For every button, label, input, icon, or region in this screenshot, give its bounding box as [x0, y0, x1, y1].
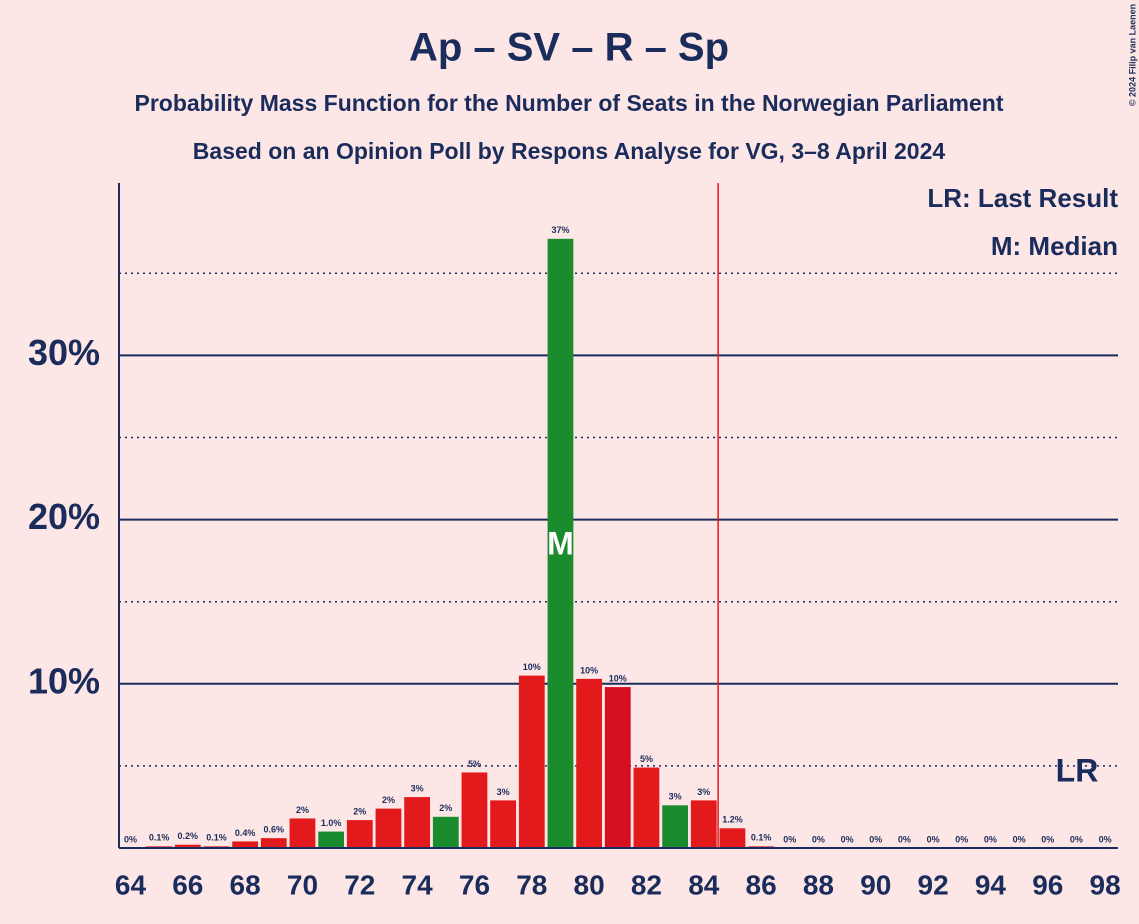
value-label: 0%	[869, 834, 882, 844]
x-tick-label: 68	[230, 869, 261, 900]
x-tick-label: 86	[746, 869, 777, 900]
x-tick-label: 90	[860, 869, 891, 900]
x-tick-label: 88	[803, 869, 834, 900]
value-label: 2%	[382, 795, 395, 805]
value-label: 0%	[898, 834, 911, 844]
copyright: © 2024 Filip van Laenen	[1127, 4, 1137, 106]
value-label: 0.6%	[264, 825, 285, 835]
value-label: 2%	[296, 805, 309, 815]
value-label: 1.0%	[321, 818, 342, 828]
bar	[404, 797, 431, 848]
value-label: 0.2%	[178, 831, 199, 841]
x-tick-label: 70	[287, 869, 318, 900]
bar	[490, 800, 517, 848]
value-label: 0.1%	[149, 833, 170, 843]
y-tick-label: 30%	[28, 332, 100, 373]
value-label: 0.1%	[751, 833, 772, 843]
chart-subtitle: Probability Mass Function for the Number…	[134, 90, 1003, 116]
last-result-label: LR	[1056, 752, 1099, 788]
bar	[547, 238, 574, 849]
x-tick-label: 96	[1032, 869, 1063, 900]
value-label: 10%	[609, 673, 627, 683]
bar	[719, 828, 746, 848]
value-label: 3%	[697, 787, 710, 797]
bar	[461, 772, 488, 848]
x-tick-label: 76	[459, 869, 490, 900]
bar	[346, 820, 373, 848]
bar	[318, 831, 345, 848]
value-label: 3%	[411, 783, 424, 793]
x-tick-label: 74	[402, 869, 434, 900]
value-label: 3%	[669, 792, 682, 802]
bar	[375, 808, 402, 848]
value-label: 2%	[353, 806, 366, 816]
bar	[576, 678, 603, 848]
value-label: 5%	[468, 759, 481, 769]
bar	[518, 675, 545, 848]
value-label: 37%	[551, 225, 569, 235]
value-label: 0%	[124, 834, 137, 844]
x-tick-label: 82	[631, 869, 662, 900]
y-tick-label: 10%	[28, 660, 100, 701]
value-label: 3%	[497, 787, 510, 797]
x-tick-label: 98	[1090, 869, 1121, 900]
chart-title: Ap – SV – R – Sp	[409, 26, 729, 70]
value-label: 0%	[1041, 834, 1054, 844]
x-tick-label: 92	[918, 869, 949, 900]
value-label: 10%	[523, 662, 541, 672]
value-label: 0.1%	[206, 833, 227, 843]
x-tick-label: 94	[975, 869, 1007, 900]
y-tick-label: 20%	[28, 496, 100, 537]
value-label: 0%	[1099, 834, 1112, 844]
value-label: 0%	[841, 834, 854, 844]
bar	[260, 838, 287, 848]
bar	[432, 816, 459, 848]
legend-entry: LR: Last Result	[927, 183, 1118, 213]
x-tick-label: 84	[688, 869, 720, 900]
bar	[690, 800, 717, 848]
value-label: 5%	[640, 754, 653, 764]
value-label: 1.2%	[722, 815, 743, 825]
value-label: 0%	[812, 834, 825, 844]
bar	[289, 818, 316, 848]
value-label: 0%	[1070, 834, 1083, 844]
bar	[232, 841, 259, 848]
value-label: 0.4%	[235, 828, 256, 838]
x-tick-label: 78	[516, 869, 547, 900]
value-label: 2%	[439, 803, 452, 813]
bar	[174, 844, 201, 848]
value-label: 0%	[955, 834, 968, 844]
median-label: M	[547, 525, 574, 561]
x-tick-label: 64	[115, 869, 147, 900]
bar	[633, 767, 660, 848]
legend-entry: M: Median	[991, 231, 1118, 261]
value-label: 0%	[783, 834, 796, 844]
x-tick-label: 72	[344, 869, 375, 900]
value-label: 0%	[1013, 834, 1026, 844]
x-tick-label: 80	[574, 869, 605, 900]
value-label: 0%	[984, 834, 997, 844]
bar	[604, 687, 631, 848]
value-label: 10%	[580, 665, 598, 675]
x-tick-label: 66	[172, 869, 203, 900]
chart-subtitle: Based on an Opinion Poll by Respons Anal…	[193, 138, 946, 164]
bar	[662, 805, 689, 848]
value-label: 0%	[927, 834, 940, 844]
